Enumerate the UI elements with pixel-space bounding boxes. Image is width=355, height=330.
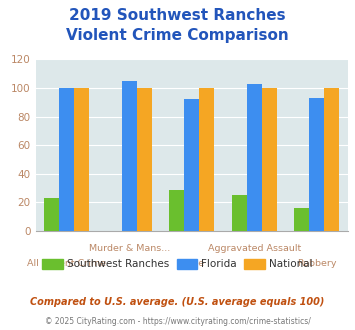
Bar [324, 88, 339, 231]
Bar [199, 88, 214, 231]
Bar [247, 84, 262, 231]
Text: Compared to U.S. average. (U.S. average equals 100): Compared to U.S. average. (U.S. average … [30, 297, 325, 307]
Legend: Southwest Ranches, Florida, National: Southwest Ranches, Florida, National [38, 255, 317, 274]
Text: Robbery: Robbery [297, 259, 337, 268]
Bar [169, 189, 184, 231]
Text: Murder & Mans...: Murder & Mans... [89, 244, 170, 253]
Bar [137, 88, 152, 231]
Text: Rape: Rape [180, 259, 204, 268]
Bar [184, 99, 199, 231]
Text: Aggravated Assault: Aggravated Assault [208, 244, 301, 253]
Bar [309, 98, 324, 231]
Bar [44, 198, 59, 231]
Bar [122, 81, 137, 231]
Bar [294, 208, 309, 231]
Text: 2019 Southwest Ranches: 2019 Southwest Ranches [69, 8, 286, 23]
Bar [59, 88, 74, 231]
Bar [232, 195, 247, 231]
Text: All Violent Crime: All Violent Crime [27, 259, 106, 268]
Bar [262, 88, 277, 231]
Bar [74, 88, 89, 231]
Text: Violent Crime Comparison: Violent Crime Comparison [66, 28, 289, 43]
Text: © 2025 CityRating.com - https://www.cityrating.com/crime-statistics/: © 2025 CityRating.com - https://www.city… [45, 317, 310, 326]
